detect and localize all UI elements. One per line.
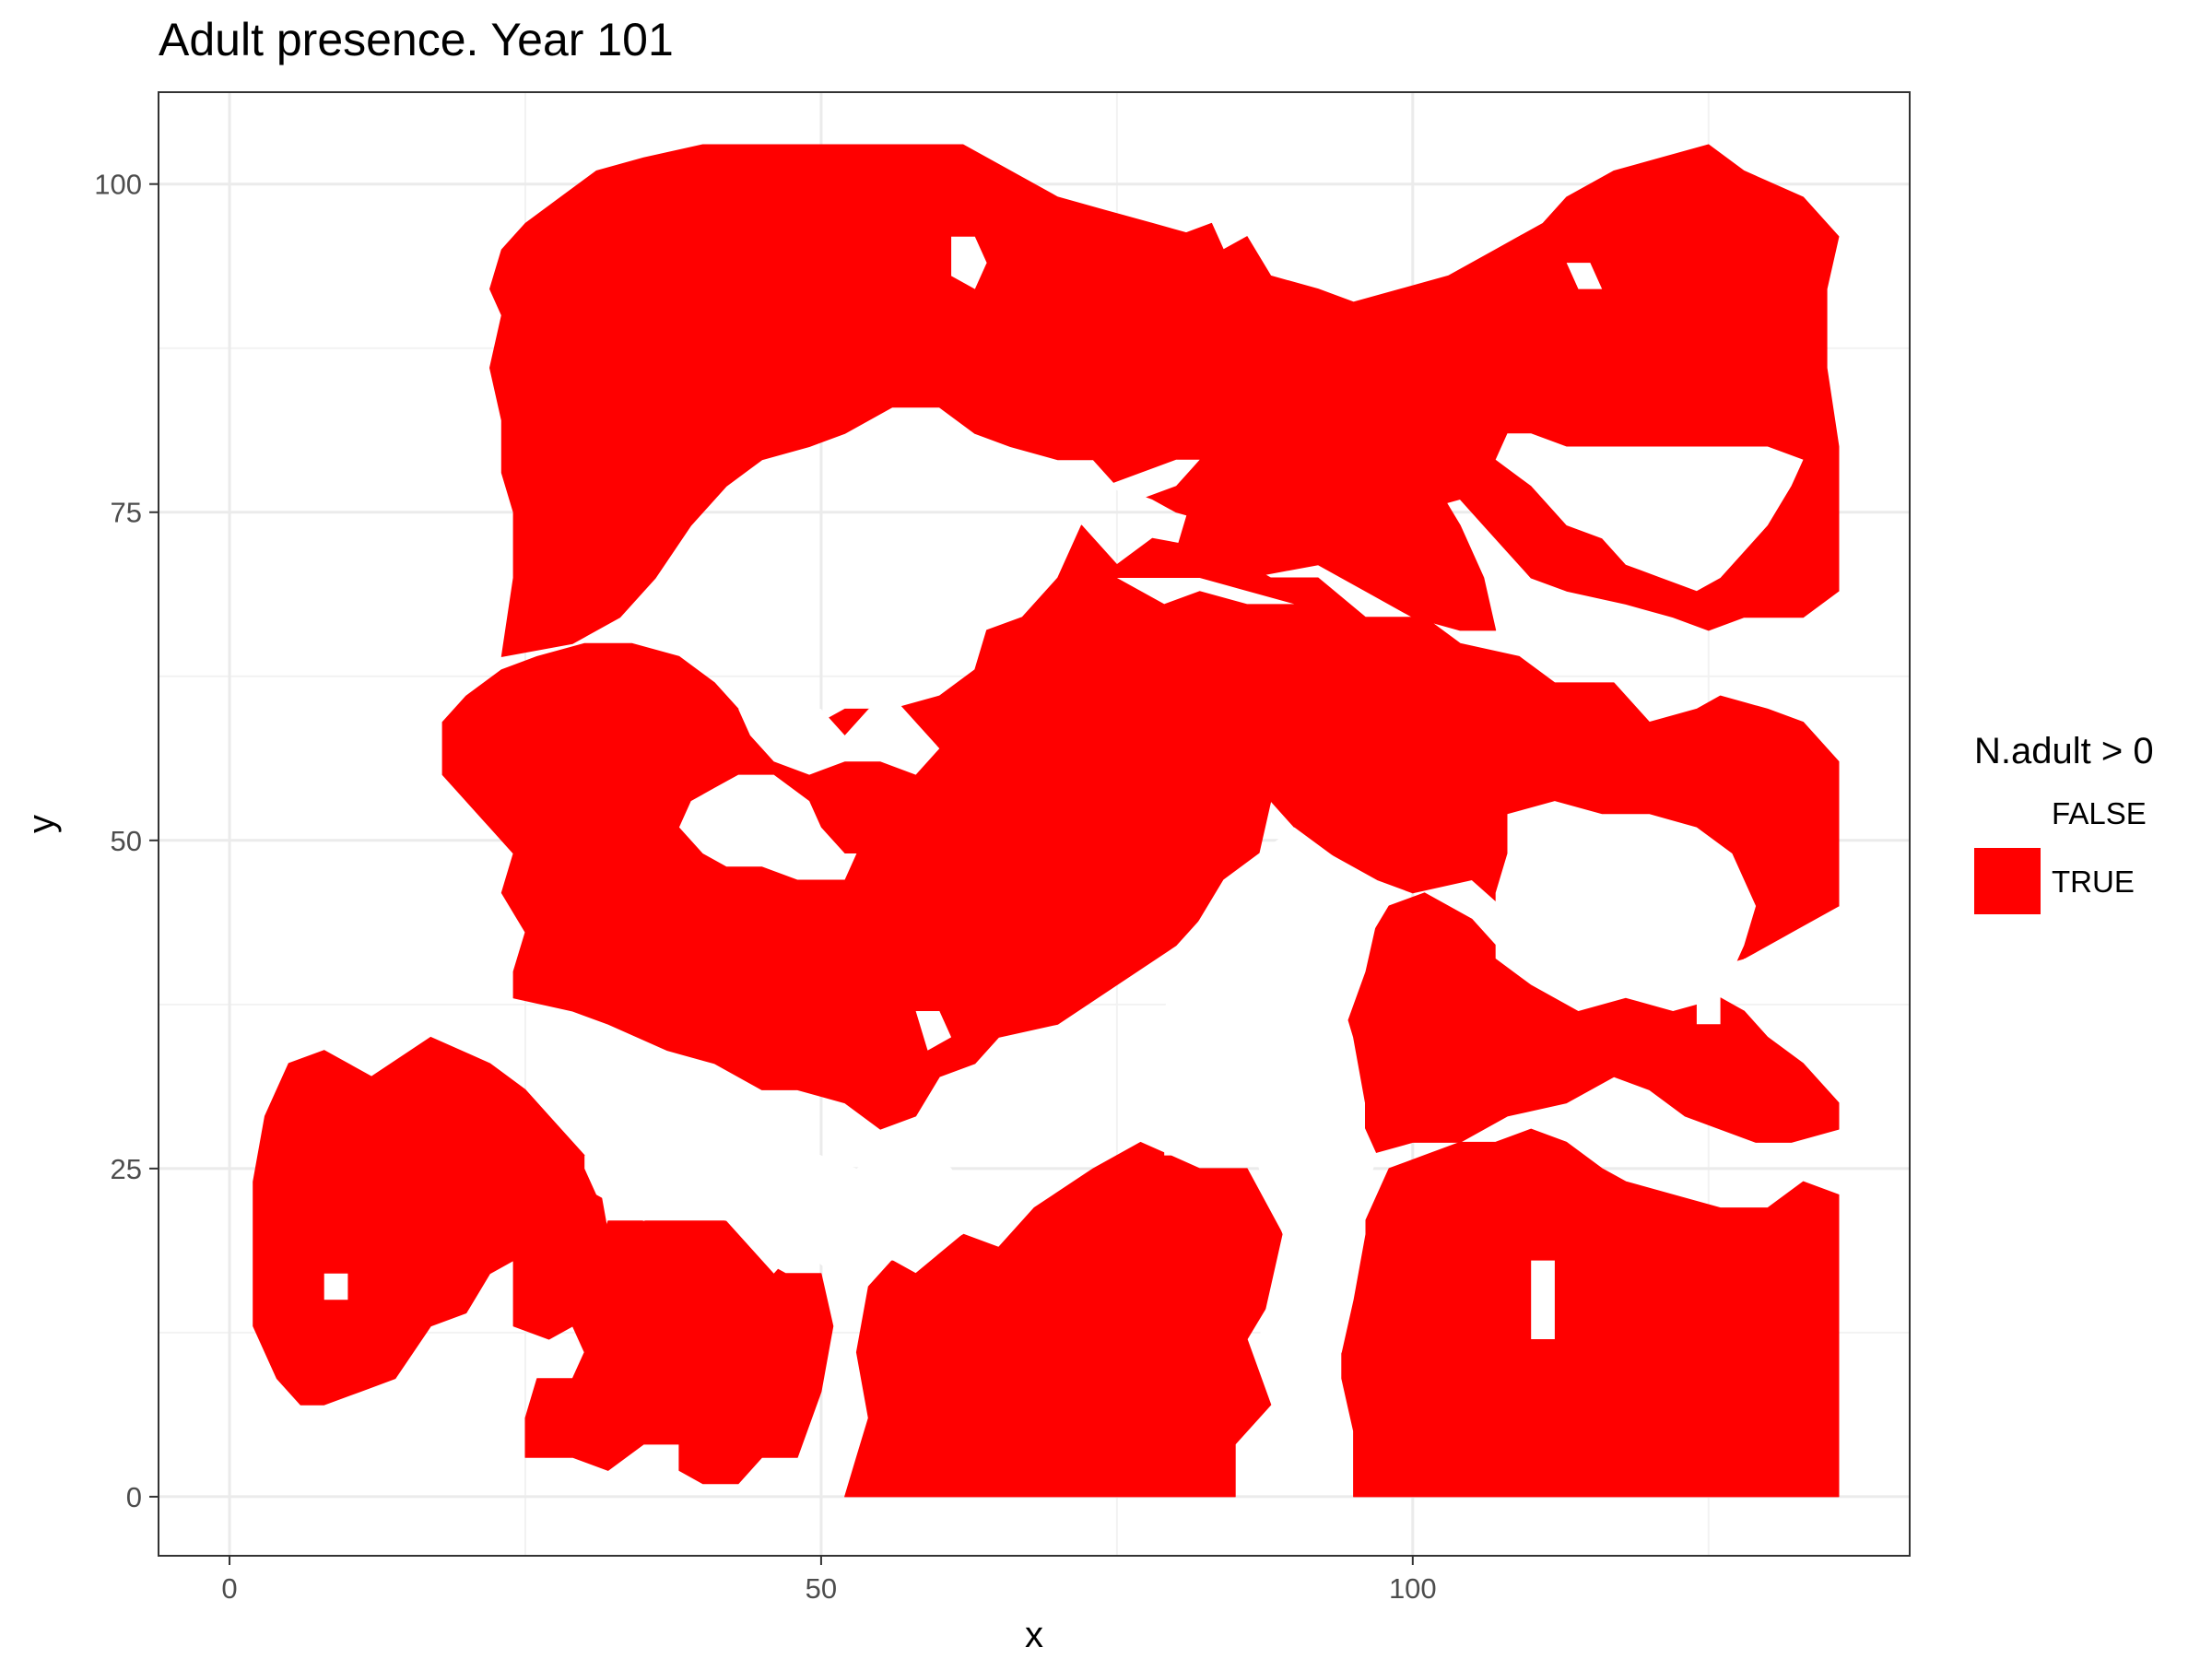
absence-gap <box>1164 827 1378 1392</box>
heatmap-cells <box>253 144 1840 1498</box>
presence-region <box>253 1036 609 1406</box>
absence-gap <box>1531 1260 1555 1339</box>
absence-gap <box>1105 459 1200 500</box>
y-tick-label: 75 <box>111 497 142 529</box>
y-tick-label: 25 <box>111 1153 142 1185</box>
presence-region <box>441 524 1840 1130</box>
y-axis-title: y <box>21 815 62 833</box>
legend-key-true <box>1974 848 2041 914</box>
presence-region <box>1341 892 1840 1157</box>
absence-gap <box>584 1129 987 1274</box>
x-tick-label: 50 <box>806 1572 837 1605</box>
plot-border <box>158 91 1911 1557</box>
y-tick-label: 100 <box>94 169 142 201</box>
absence-gap <box>915 1011 952 1051</box>
legend: N.adult > 0 FALSE TRUE <box>1974 731 2154 914</box>
x-tick-label: 0 <box>221 1572 237 1605</box>
presence-region <box>844 1141 1284 1498</box>
absence-gap <box>678 774 857 880</box>
legend-title: N.adult > 0 <box>1974 731 2154 771</box>
y-tick-label: 0 <box>126 1481 142 1513</box>
x-axis-title: x <box>1025 1615 1043 1655</box>
absence-gap <box>738 696 940 775</box>
x-axis: 0 50 100 <box>221 1556 1437 1605</box>
absence-gap <box>1566 263 1603 289</box>
y-tick-label: 50 <box>111 825 142 857</box>
y-axis: 0 25 50 75 100 <box>94 169 159 1513</box>
chart-title: Adult presence. Year 101 <box>159 14 674 65</box>
absence-gap <box>1744 959 1768 985</box>
legend-key-false <box>1974 780 2041 846</box>
absence-gap <box>324 1273 348 1300</box>
x-tick-label: 100 <box>1389 1572 1437 1605</box>
absence-gap <box>1495 433 1804 592</box>
absence-gap <box>1495 801 1757 1011</box>
absence-gap <box>1116 578 1295 605</box>
legend-label-false: FALSE <box>2052 796 2147 830</box>
absence-gap <box>1696 997 1721 1025</box>
absence-gap <box>856 538 975 592</box>
absence-gap <box>951 236 987 289</box>
legend-label-true: TRUE <box>2052 865 2135 899</box>
